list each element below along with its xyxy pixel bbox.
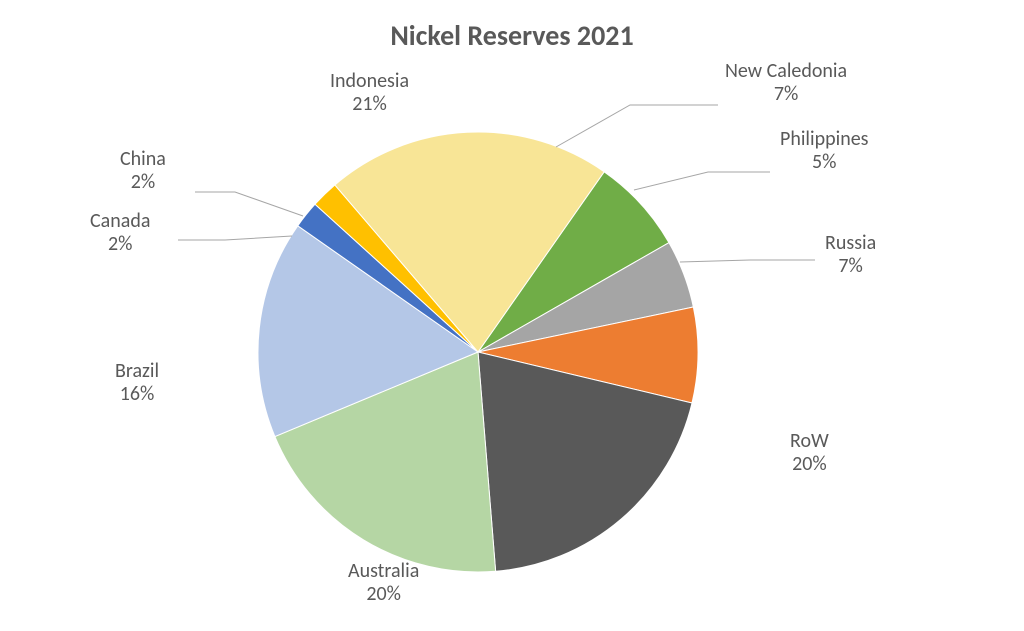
slice-label-name: RoW	[790, 429, 829, 453]
slice-label-name: Russia	[825, 231, 876, 255]
slice-label: Philippines5%	[780, 128, 869, 174]
slice-label-name: New Caledonia	[725, 59, 847, 83]
slice-label-pct: 21%	[330, 93, 409, 116]
slice-label: RoW20%	[790, 430, 829, 476]
slice-label-pct: 2%	[120, 171, 166, 194]
slice-label-name: China	[120, 147, 166, 171]
leader-line	[680, 260, 815, 262]
slice-label: Australia20%	[348, 560, 419, 606]
slice-label-name: Australia	[348, 559, 419, 583]
slice-label: New Caledonia7%	[725, 60, 847, 106]
pie-svg	[256, 130, 700, 574]
slice-label-name: Brazil	[115, 359, 159, 383]
slice-label: Brazil16%	[115, 360, 159, 406]
slice-label-pct: 5%	[780, 151, 869, 174]
slice-label-pct: 16%	[115, 383, 159, 406]
slice-label: Russia7%	[825, 232, 876, 278]
slice-label-name: Indonesia	[330, 69, 409, 93]
slice-label: China2%	[120, 148, 166, 194]
slice-label-pct: 7%	[725, 83, 847, 106]
pie-chart: Nickel Reserves 2021 New Caledonia7%Phil…	[0, 0, 1024, 631]
slice-label-name: Philippines	[780, 127, 869, 151]
chart-title: Nickel Reserves 2021	[0, 18, 1024, 53]
slice-label-pct: 7%	[825, 255, 876, 278]
slice-label-name: Canada	[90, 209, 150, 233]
slice-label-pct: 20%	[790, 453, 829, 476]
slice-label: Canada2%	[90, 210, 150, 256]
slice-label-pct: 20%	[348, 583, 419, 606]
slice-label-pct: 2%	[90, 233, 150, 256]
slice-label: Indonesia21%	[330, 70, 409, 116]
